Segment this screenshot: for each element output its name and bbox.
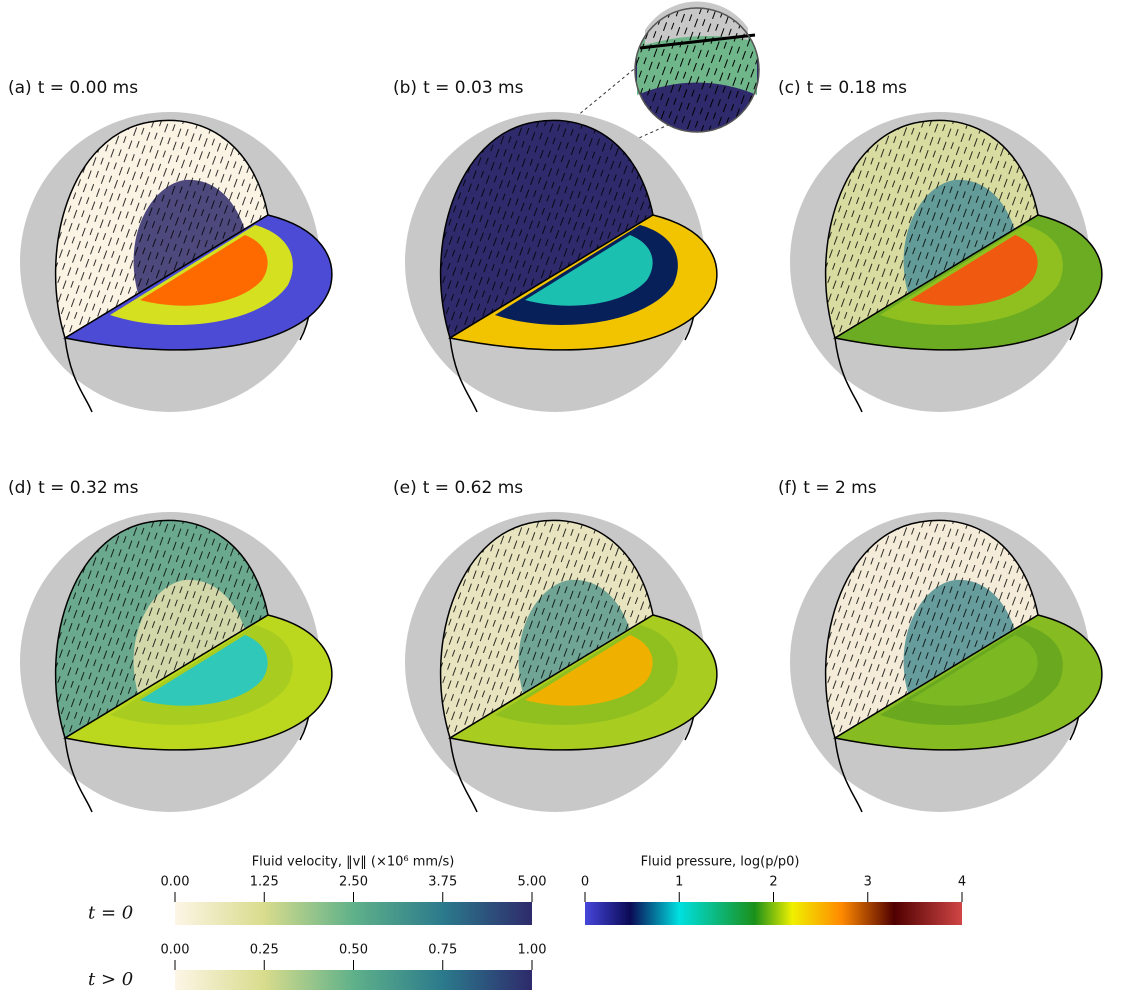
pressure-bar: [585, 902, 962, 925]
tick-label: 3: [864, 875, 872, 890]
velocity-bar: [175, 970, 532, 990]
panel-title: (a) t = 0.00 ms: [8, 78, 138, 98]
panel-title: (b) t = 0.03 ms: [393, 78, 524, 98]
panel-title: (e) t = 0.62 ms: [393, 478, 523, 498]
tick-label: 0.00: [161, 875, 190, 890]
panel-title: (c) t = 0.18 ms: [778, 78, 907, 98]
tick-label: 0.25: [250, 943, 279, 958]
velocity-title: Fluid velocity, ‖v‖ (×10⁶ mm/s): [252, 855, 455, 870]
tick-label: 5.00: [518, 875, 547, 890]
tick-label: 0.75: [428, 943, 457, 958]
panel: (e) t = 0.62 ms: [393, 478, 717, 812]
panel-time: t = 0.62 ms: [423, 478, 524, 498]
tick-label: 3.75: [428, 875, 457, 890]
panel-title: (d) t = 0.32 ms: [8, 478, 139, 498]
tick-label: 0.50: [339, 943, 368, 958]
panel-time: t = 0.32 ms: [38, 478, 139, 498]
tick-label: 4: [958, 875, 966, 890]
panel-title: (f) t = 2 ms: [778, 478, 877, 498]
pressure-title: Fluid pressure, log(p/p0): [641, 855, 800, 870]
row-label: t = 0: [88, 903, 133, 924]
panel-time: t = 0.03 ms: [423, 78, 524, 98]
panel: (a) t = 0.00 ms: [8, 78, 332, 412]
panel-label: (c): [778, 78, 801, 98]
figure: (a) t = 0.00 ms (b) t = 0.03 ms (c) t = 0.18 …: [0, 0, 1124, 993]
panel: (b) t = 0.03 ms: [393, 78, 717, 412]
tick-label: 0: [581, 875, 589, 890]
panel-time: t = 0.18 ms: [807, 78, 908, 98]
panel-label: (a): [8, 78, 32, 98]
panel-time: t = 2 ms: [803, 478, 876, 498]
panel: (d) t = 0.32 ms: [8, 478, 332, 812]
velocity-bar: [175, 902, 532, 925]
panel-label: (e): [393, 478, 417, 498]
tick-label: 0.00: [161, 943, 190, 958]
tick-label: 2: [769, 875, 777, 890]
panel: (f) t = 2 ms: [778, 478, 1102, 812]
panel-label: (f): [778, 478, 797, 498]
tick-label: 2.50: [339, 875, 368, 890]
tick-label: 1: [675, 875, 683, 890]
panel-label: (d): [8, 478, 32, 498]
panel: (c) t = 0.18 ms: [778, 78, 1102, 412]
panel-label: (b): [393, 78, 417, 98]
tick-label: 1.00: [518, 943, 547, 958]
tick-label: 1.25: [250, 875, 279, 890]
panel-time: t = 0.00 ms: [38, 78, 139, 98]
row-label: t > 0: [88, 969, 133, 990]
